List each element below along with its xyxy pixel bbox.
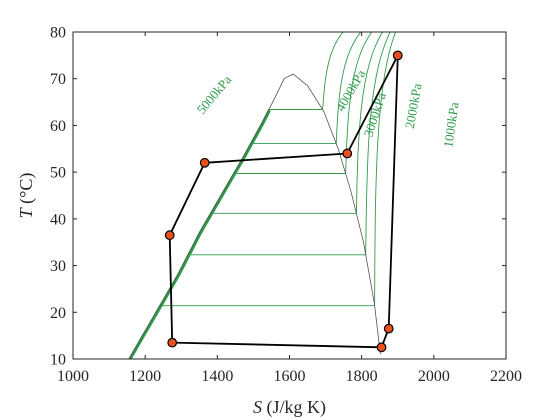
x-tick-label: 1400 <box>201 368 233 385</box>
y-tick-label: 30 <box>50 258 66 275</box>
plot-background <box>73 32 506 359</box>
cycle-group <box>164 50 403 353</box>
saturation-dome-curve <box>128 73 381 359</box>
y-tick-label: 60 <box>50 118 66 135</box>
y-tick-label: 10 <box>50 352 66 369</box>
state-point-marker <box>199 157 210 168</box>
x-axis-unit: (J/kg K) <box>262 397 326 418</box>
x-axis-symbol: S <box>253 397 262 417</box>
y-tick-label: 80 <box>50 25 66 42</box>
x-tick-label: 1800 <box>346 368 378 385</box>
x-tick-label: 2200 <box>490 368 522 385</box>
y-axis: 10 20 30 40 50 60 70 80 <box>50 25 506 369</box>
state-point-marker <box>342 148 353 159</box>
state-point-marker <box>164 230 175 241</box>
y-axis-symbol: T <box>16 206 36 218</box>
y-axis-unit: (°C) <box>16 173 37 209</box>
state-point-marker <box>392 50 403 61</box>
y-tick-label: 20 <box>50 305 66 322</box>
state-point-marker <box>383 323 394 334</box>
y-tick-label: 70 <box>50 71 66 88</box>
x-axis-label: S (J/kg K) <box>253 397 326 418</box>
y-tick-label: 50 <box>50 165 66 182</box>
saturation-dome-group <box>128 73 381 359</box>
state-point-marker <box>376 342 387 353</box>
x-tick-label: 1200 <box>129 368 161 385</box>
x-tick-label: 1600 <box>274 368 306 385</box>
state-point-marker <box>167 337 178 348</box>
saturated-liquid-band <box>128 109 271 359</box>
x-axis: 1000 1200 1400 1600 1800 2000 2200 <box>57 32 522 385</box>
isobar-label: 1000kPa <box>440 101 461 148</box>
x-tick-label: 2000 <box>418 368 450 385</box>
x-tick-label: 1000 <box>57 368 89 385</box>
y-axis-label: T (°C) <box>16 173 37 219</box>
y-tick-label: 40 <box>50 211 66 228</box>
